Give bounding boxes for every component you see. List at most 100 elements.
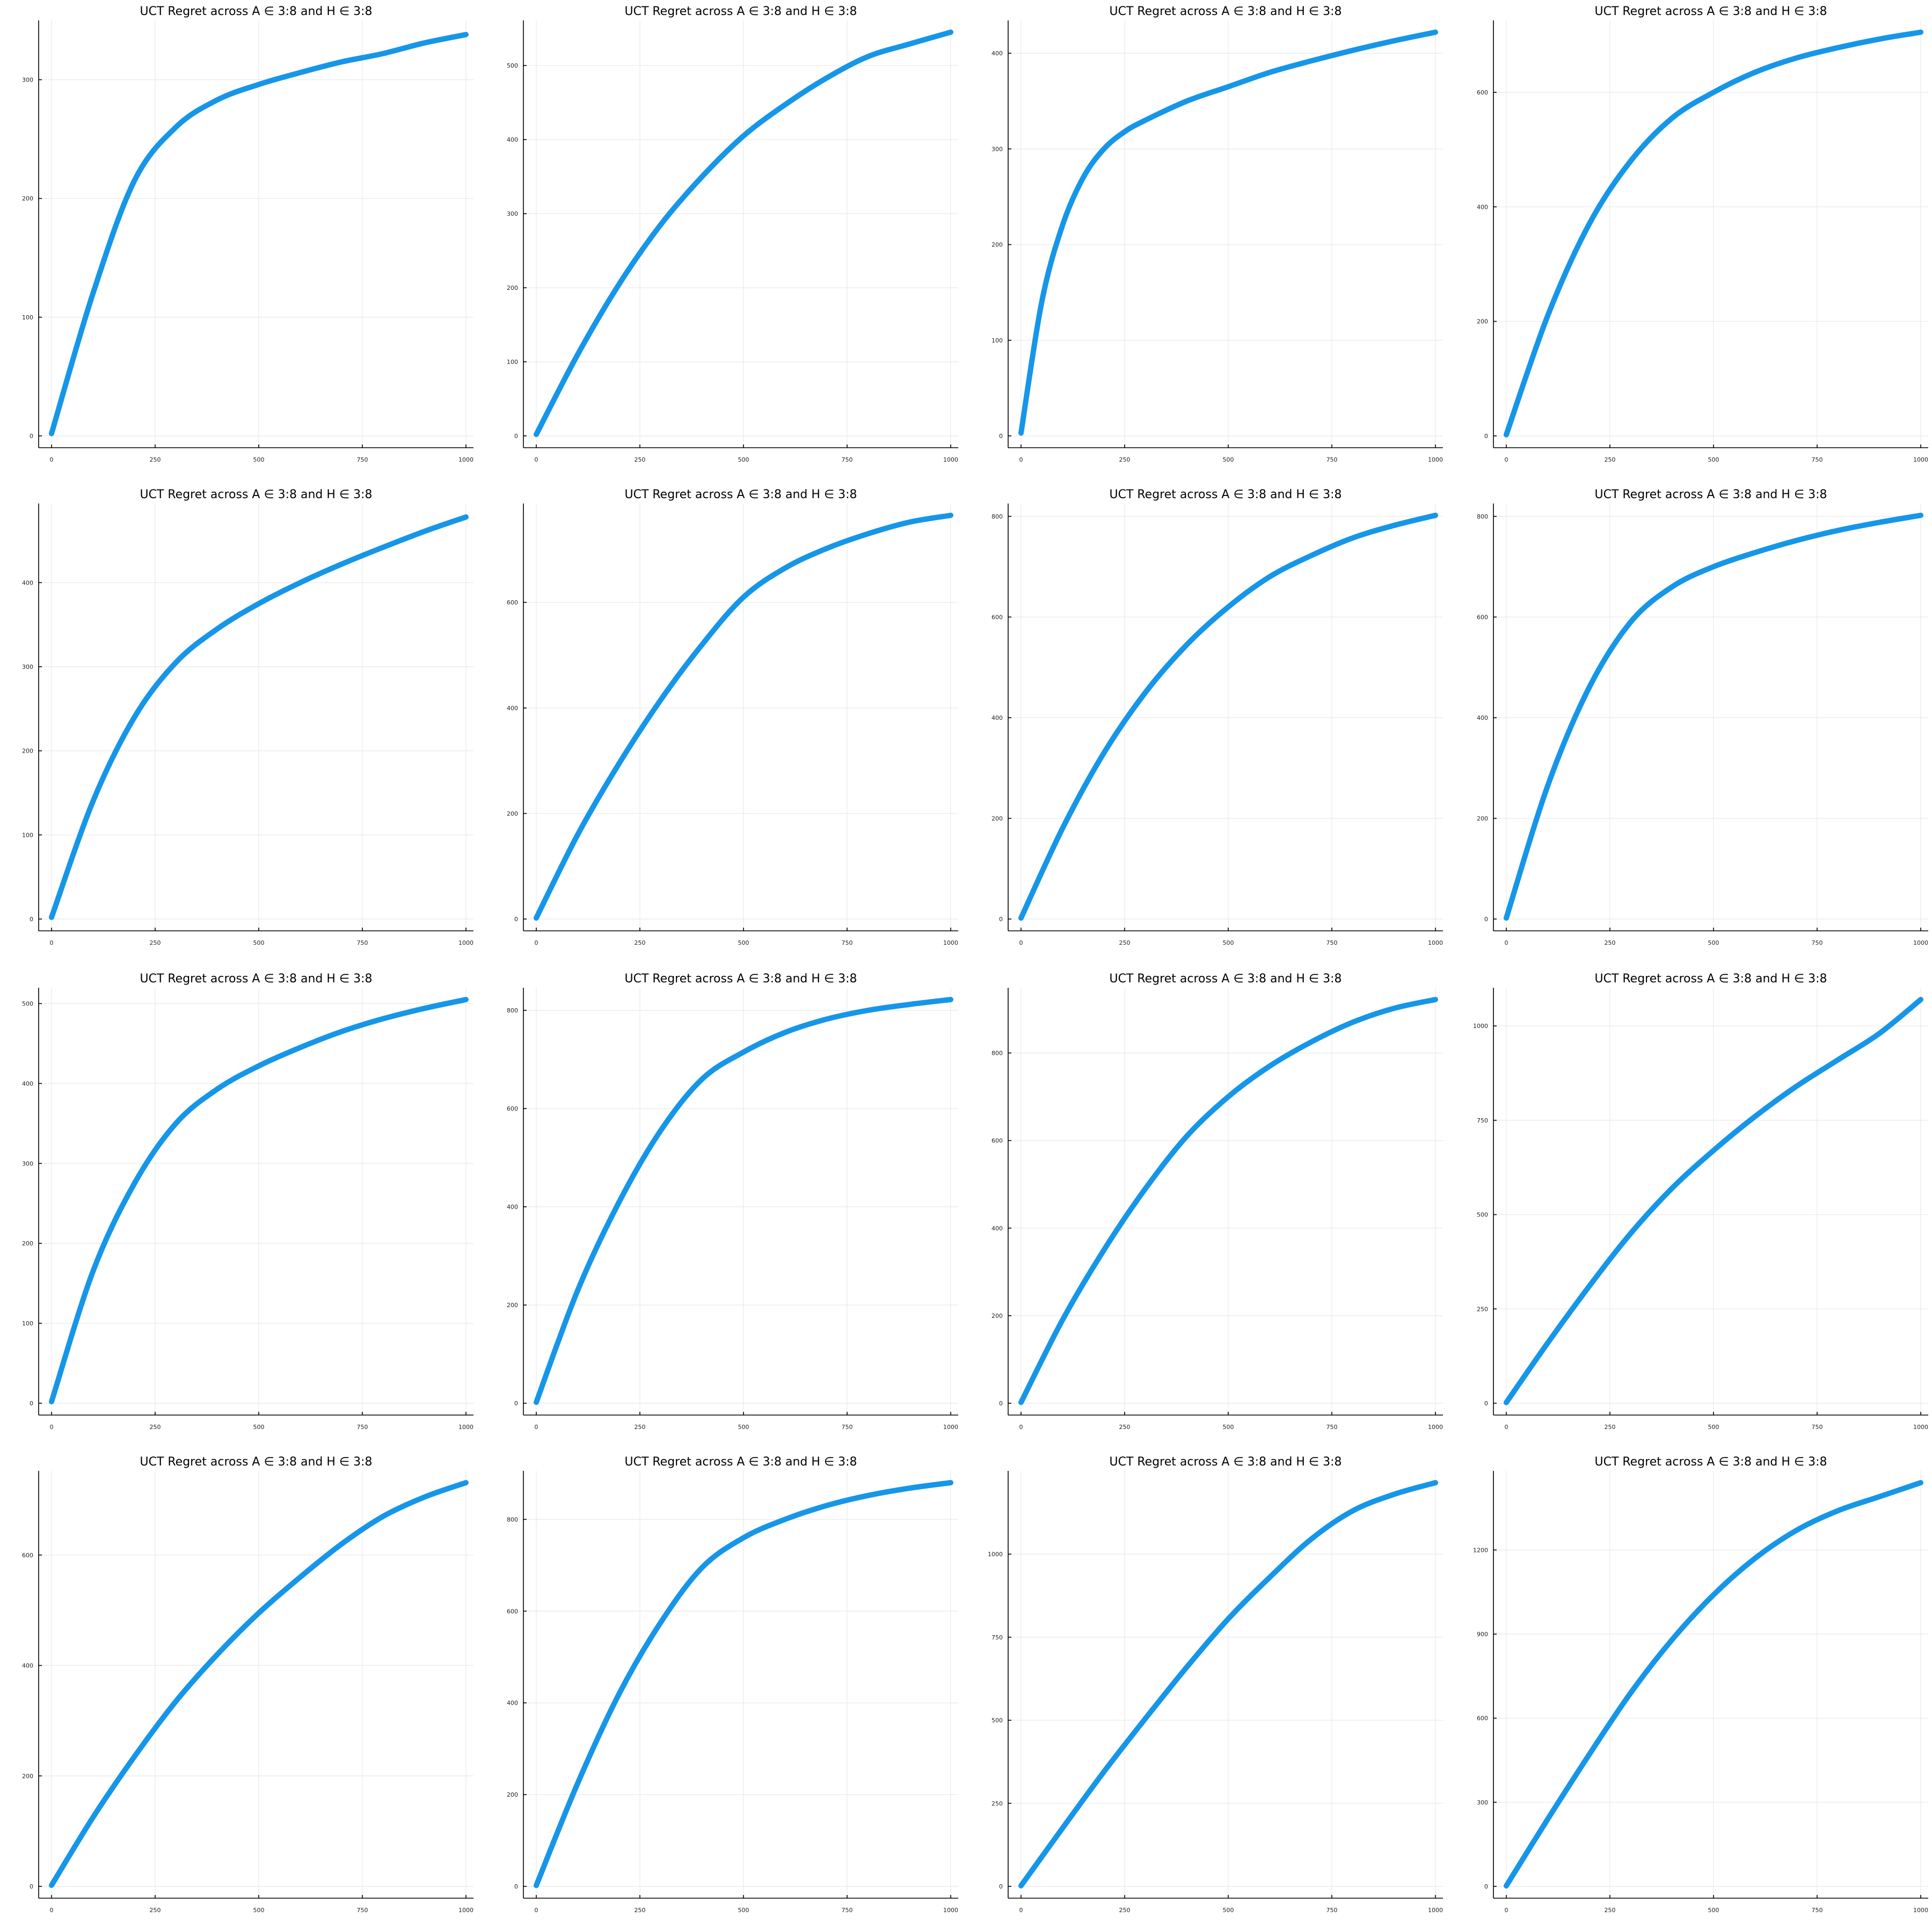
x-tick-label: 500 [1223,1907,1234,1914]
y-tick-label: 400 [507,136,518,143]
y-tick-label: 0 [30,433,33,440]
x-tick-label: 500 [738,939,749,946]
y-tick-label: 250 [1477,1306,1488,1313]
regret-series-line [1018,1480,1438,1889]
x-tick-label: 0 [50,456,54,463]
x-tick-label: 1000 [1428,456,1443,463]
x-tick-label: 500 [253,939,265,946]
y-tick-label: 400 [22,579,33,586]
x-tick-label: 750 [1326,1424,1338,1431]
x-tick-label: 250 [1119,1424,1131,1431]
x-tick-label: 250 [150,939,161,946]
subplot-10: UCT Regret across A ∈ 3:8 and H ∈ 3:8 0 25… [507,972,958,1431]
x-tick-label: 0 [535,456,538,463]
y-tick-label: 400 [991,1225,1003,1232]
regret-series-line [1504,997,1923,1405]
x-tick-label: 1000 [458,939,473,946]
x-tick-label: 500 [1708,939,1719,946]
y-tick-label: 0 [514,1883,518,1890]
subplot-title: UCT Regret across A ∈ 3:8 and H ∈ 3:8 [1109,5,1342,18]
x-tick-label: 750 [357,1424,368,1431]
y-tick-label: 0 [1484,1400,1488,1407]
x-tick-label: 0 [50,1907,54,1914]
y-tick-label: 200 [991,815,1003,822]
y-tick-label: 400 [1477,715,1488,721]
x-tick-label: 250 [1119,1907,1131,1914]
x-tick-label: 1000 [1428,939,1443,946]
x-tick-label: 0 [1505,939,1508,946]
x-tick-label: 250 [635,939,646,946]
x-tick-label: 750 [842,456,853,463]
y-tick-label: 100 [22,1320,33,1327]
subplot-14: UCT Regret across A ∈ 3:8 and H ∈ 3:8 0 25… [507,1455,958,1914]
subplot-9: UCT Regret across A ∈ 3:8 and H ∈ 3:8 0 25… [22,972,473,1431]
x-tick-label: 250 [635,1907,646,1914]
y-tick-label: 400 [507,1700,518,1707]
x-tick-label: 0 [1019,1907,1023,1914]
regret-series-line [1504,1480,1923,1889]
x-tick-label: 500 [1223,939,1234,946]
subplot-12: UCT Regret across A ∈ 3:8 and H ∈ 3:8 0 25… [1473,972,1928,1431]
subplot-11: UCT Regret across A ∈ 3:8 and H ∈ 3:8 0 25… [991,972,1443,1431]
y-tick-label: 400 [507,1204,518,1211]
subplot-8: UCT Regret across A ∈ 3:8 and H ∈ 3:8 0 25… [1477,488,1928,946]
x-tick-label: 750 [1326,939,1338,946]
x-tick-label: 250 [150,1907,161,1914]
y-tick-label: 400 [991,715,1003,721]
y-tick-label: 400 [22,1663,33,1669]
y-tick-label: 1000 [988,1551,1003,1558]
subplot-13: UCT Regret across A ∈ 3:8 and H ∈ 3:8 0 25… [22,1455,473,1914]
x-tick-label: 0 [50,1424,54,1431]
y-tick-label: 400 [1477,203,1488,210]
y-tick-label: 600 [507,599,518,606]
y-tick-label: 0 [514,1400,518,1407]
x-tick-label: 500 [1708,1424,1719,1431]
subplot-title: UCT Regret across A ∈ 3:8 and H ∈ 3:8 [1594,1455,1827,1469]
y-tick-label: 400 [991,50,1003,57]
x-tick-label: 0 [1505,1424,1508,1431]
x-tick-label: 1000 [1913,939,1928,946]
x-tick-label: 1000 [943,456,958,463]
y-tick-label: 1200 [1473,1547,1488,1554]
x-tick-label: 1000 [1913,1907,1928,1914]
x-tick-label: 250 [150,1424,161,1431]
y-tick-label: 0 [1484,916,1488,923]
subplot-7: UCT Regret across A ∈ 3:8 and H ∈ 3:8 0 25… [991,488,1443,946]
x-tick-label: 750 [1326,1907,1338,1914]
x-tick-label: 500 [253,1907,265,1914]
subplot-title: UCT Regret across A ∈ 3:8 and H ∈ 3:8 [1594,972,1827,986]
subplot-title: UCT Regret across A ∈ 3:8 and H ∈ 3:8 [140,972,372,986]
y-tick-label: 0 [999,916,1003,923]
y-tick-label: 200 [991,242,1003,249]
y-tick-label: 600 [507,1105,518,1112]
x-tick-label: 500 [738,1424,749,1431]
y-tick-label: 0 [1484,1883,1488,1890]
y-tick-label: 200 [1477,318,1488,325]
y-tick-label: 200 [507,285,518,291]
x-tick-label: 250 [1119,456,1131,463]
subplot-title: UCT Regret across A ∈ 3:8 and H ∈ 3:8 [624,5,857,18]
x-tick-label: 750 [1812,1907,1823,1914]
x-tick-label: 750 [1812,456,1823,463]
y-tick-label: 0 [1484,433,1488,440]
x-tick-label: 0 [1019,939,1023,946]
x-tick-label: 500 [253,1424,265,1431]
subplot-title: UCT Regret across A ∈ 3:8 and H ∈ 3:8 [140,1455,372,1469]
x-tick-label: 750 [842,1424,853,1431]
y-tick-label: 300 [22,76,33,83]
y-tick-label: 300 [22,664,33,670]
x-tick-label: 250 [150,456,161,463]
x-tick-label: 500 [1223,1424,1234,1431]
x-tick-label: 1000 [1913,456,1928,463]
y-tick-label: 300 [22,1160,33,1167]
regret-series-line [1018,30,1438,436]
x-tick-label: 750 [842,1907,853,1914]
y-tick-label: 800 [1477,513,1488,520]
x-tick-label: 250 [1119,939,1131,946]
y-tick-label: 200 [507,1791,518,1798]
x-tick-label: 750 [842,939,853,946]
y-tick-label: 600 [991,1138,1003,1144]
subplot-2: UCT Regret across A ∈ 3:8 and H ∈ 3:8 0 25… [507,5,958,463]
x-tick-label: 1000 [1428,1907,1443,1914]
y-tick-label: 200 [1477,815,1488,822]
